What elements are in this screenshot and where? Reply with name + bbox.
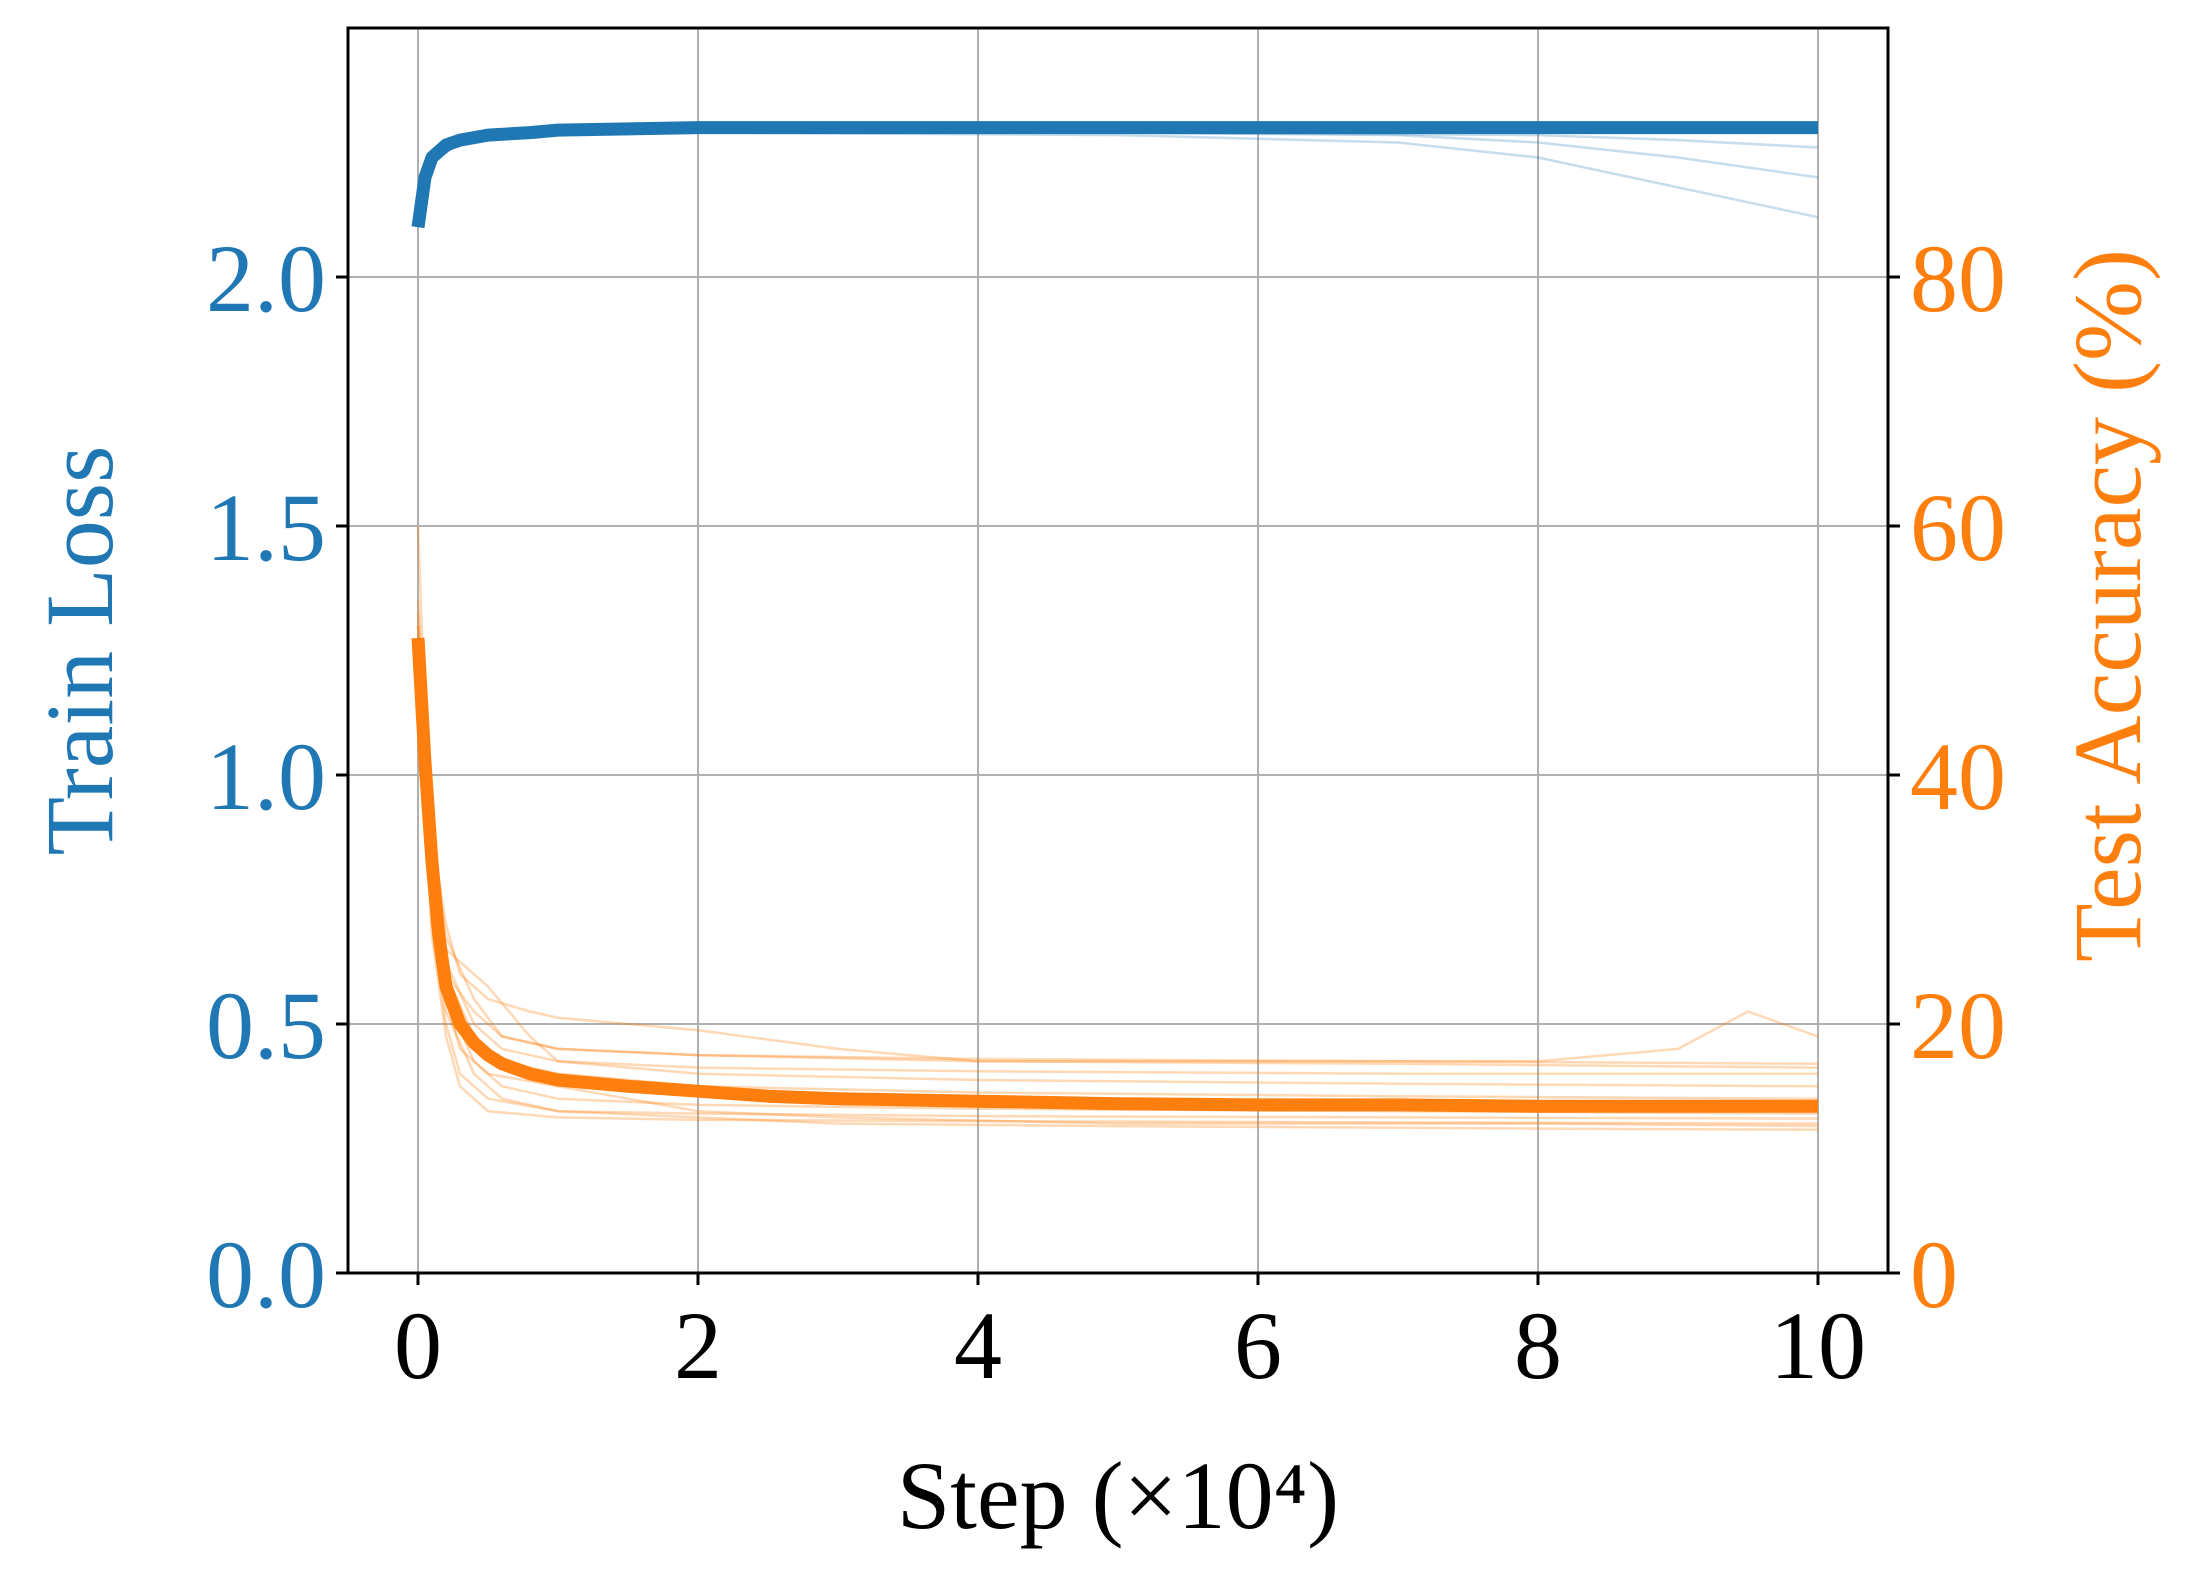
x-tick-label: 6 xyxy=(1234,1292,1282,1399)
y-right-tick-label: 80 xyxy=(1910,225,2006,332)
mean-lines xyxy=(411,121,1818,1113)
plot-frame xyxy=(346,26,1890,1275)
y-right-tick-label: 20 xyxy=(1910,972,2006,1079)
axis-labels: Step (×10⁴) Train Loss Test Accuracy (%) xyxy=(26,249,2161,1549)
grid xyxy=(348,28,1888,1274)
train-loss-mean-line xyxy=(411,121,1818,229)
axis-ticks: 0 2 4 6 8 10 0.0 0.5 1.0 1.5 2.0 0 20 40 60 80 xyxy=(206,225,2006,1399)
x-tick-label: 0 xyxy=(394,1292,442,1399)
y-left-tick-label: 1.0 xyxy=(206,723,326,830)
y-right-tick-label: 0 xyxy=(1910,1221,1958,1328)
x-tick-label: 10 xyxy=(1770,1292,1866,1399)
test-accuracy-mean-line xyxy=(411,637,1818,1113)
x-tick-label: 8 xyxy=(1514,1292,1562,1399)
y-left-axis-label: Train Loss xyxy=(26,446,133,856)
y-left-tick-label: 0.0 xyxy=(206,1221,326,1328)
x-tick-label: 4 xyxy=(954,1292,1002,1399)
y-left-tick-label: 0.5 xyxy=(206,972,326,1079)
test-accuracy-run-line xyxy=(416,687,1819,1125)
y-left-tick-label: 1.5 xyxy=(206,474,326,581)
y-right-axis-label: Test Accuracy (%) xyxy=(2054,249,2161,962)
y-right-tick-label: 60 xyxy=(1910,474,2006,581)
y-left-tick-label: 2.0 xyxy=(206,225,326,332)
x-axis-label: Step (×10⁴) xyxy=(897,1442,1339,1549)
x-tick-label: 2 xyxy=(674,1292,722,1399)
y-right-tick-label: 40 xyxy=(1910,723,2006,830)
